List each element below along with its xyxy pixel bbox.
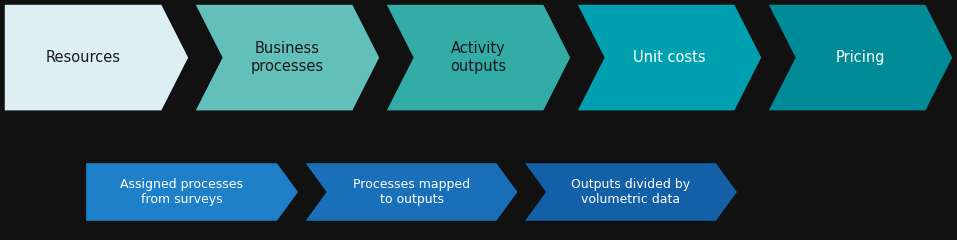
Text: Activity
outputs: Activity outputs: [451, 41, 506, 74]
Polygon shape: [305, 163, 518, 221]
Polygon shape: [525, 163, 737, 221]
Polygon shape: [578, 5, 761, 110]
Text: Business
processes: Business processes: [251, 41, 324, 74]
Text: Resources: Resources: [46, 50, 121, 65]
Text: Outputs divided by
volumetric data: Outputs divided by volumetric data: [571, 178, 691, 206]
Text: Assigned processes
from surveys: Assigned processes from surveys: [120, 178, 243, 206]
Polygon shape: [768, 5, 952, 110]
Polygon shape: [86, 163, 298, 221]
Text: Unit costs: Unit costs: [634, 50, 706, 65]
Text: Processes mapped
to outputs: Processes mapped to outputs: [353, 178, 470, 206]
Polygon shape: [5, 5, 189, 110]
Polygon shape: [196, 5, 379, 110]
Polygon shape: [387, 5, 570, 110]
Text: Pricing: Pricing: [835, 50, 885, 65]
